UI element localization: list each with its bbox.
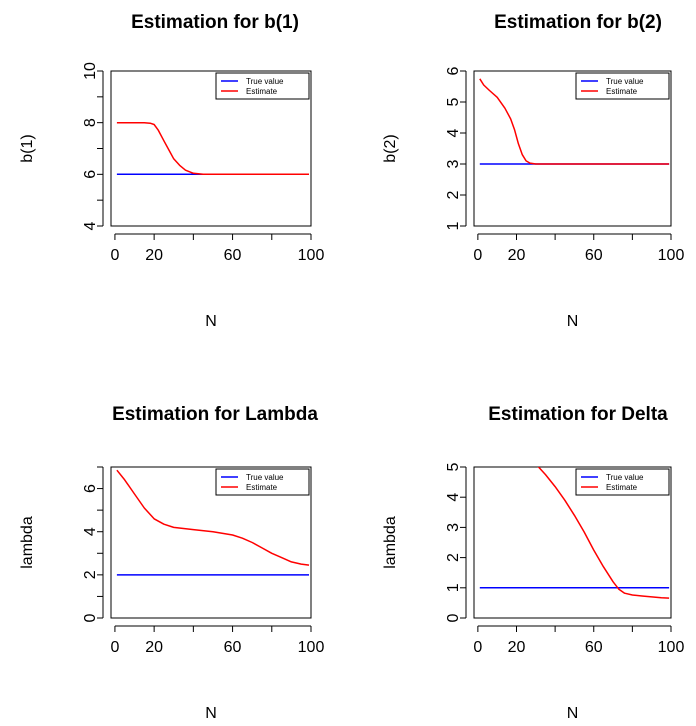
y-tick-label: 5 [445,97,462,106]
x-tick-label: 60 [224,247,242,264]
chart-title: Estimation for b(1) [131,12,299,33]
chart-panel-2: Estimation for b(2) 0 20 60 100 1 2 3 4 5 6 Nb(2) Tr… [382,12,684,330]
plot-frame [473,70,672,227]
y-tick-label: 0 [82,613,99,622]
plot-frame [110,466,312,619]
legend-label: Estimate [606,483,638,492]
y-tick-label: 3 [445,523,462,532]
legend-box [575,468,670,496]
series-line-estimate [116,469,310,566]
series-line-estimate [537,467,670,599]
legend-label: True value [246,77,284,86]
legend-label: Estimate [246,87,278,96]
y-tick-label: 2 [445,190,462,199]
legend-label: True value [606,473,644,482]
x-tick-label: 100 [298,247,325,264]
y-tick-label: 4 [445,493,462,502]
x-axis-label: N [205,313,217,330]
y-tick-label: 1 [445,583,462,592]
x-tick-label: 0 [110,247,119,264]
y-axis-label: lambda [19,516,36,569]
y-tick-label: 6 [82,484,99,493]
x-tick-label: 60 [224,639,242,656]
legend-box [215,72,310,100]
x-tick-label: 0 [473,639,482,656]
y-tick-label: 4 [445,128,462,137]
x-tick-label: 20 [145,247,163,264]
y-tick-label: 10 [82,62,99,80]
x-axis-label: N [567,705,579,722]
legend-box [215,468,310,496]
x-tick-label: 100 [658,247,685,264]
plot-frame [473,466,672,619]
y-tick-label: 8 [82,118,99,127]
y-tick-label: 1 [445,221,462,230]
y-axis-label: b(2) [382,134,399,162]
y-tick-label: 3 [445,159,462,168]
legend-label: True value [606,77,644,86]
chart-panel-4: Estimation for Delta 0 20 60 100 0 1 2 3 4 5 Nlambd… [382,404,684,722]
x-tick-label: 20 [508,247,526,264]
x-tick-label: 100 [658,639,685,656]
x-axis-label: N [205,705,217,722]
chart-title: Estimation for Delta [488,404,668,425]
y-axis-label: b(1) [19,134,36,162]
x-axis-label: N [567,313,579,330]
y-tick-label: 4 [82,221,99,230]
y-tick-label: 4 [82,527,99,536]
y-axis-label: lambda [382,516,399,569]
y-tick-label: 2 [82,570,99,579]
series-line-estimate [479,78,670,165]
x-tick-label: 20 [508,639,526,656]
y-tick-label: 6 [82,170,99,179]
x-tick-label: 60 [585,639,603,656]
plot-frame [110,70,312,227]
y-tick-label: 0 [445,613,462,622]
chart-panel-1: Estimation for b(1) 0 20 60 100 4 6 8 10 Nb(1) Tru… [19,12,324,330]
x-tick-label: 60 [585,247,603,264]
chart-title: Estimation for Lambda [112,404,318,425]
x-tick-label: 0 [473,247,482,264]
x-tick-label: 100 [298,639,325,656]
series-line-estimate [116,121,309,176]
x-tick-label: 20 [145,639,163,656]
legend-box [575,72,670,100]
y-tick-label: 5 [445,462,462,471]
y-tick-label: 6 [445,66,462,75]
chart-title: Estimation for b(2) [494,12,662,33]
legend-label: Estimate [246,483,278,492]
chart-panel-3: Estimation for Lambda 0 20 60 100 0 2 4 6 Nlambda… [19,404,324,722]
y-tick-label: 2 [445,553,462,562]
legend-label: True value [246,473,284,482]
legend-label: Estimate [606,87,638,96]
x-tick-label: 0 [110,639,119,656]
